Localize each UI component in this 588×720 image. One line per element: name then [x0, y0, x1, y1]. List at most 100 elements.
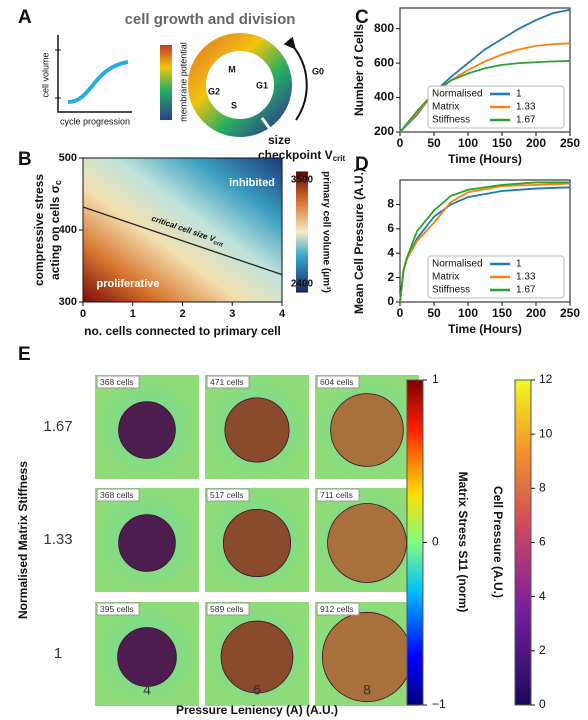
y-label: Number of Cells [352, 24, 366, 116]
cbar-label: Matrix Stress S11 (norm) [456, 472, 470, 613]
checkpoint-mark [260, 117, 272, 130]
t: acting on cells σ [48, 185, 62, 280]
x-tick-label: 0 [397, 306, 404, 320]
cell-count: 517 cells [210, 490, 244, 500]
pressure-colorbar [514, 379, 532, 706]
cell-count: 368 cells [100, 490, 134, 500]
cbar-tick-label: 0 [539, 697, 546, 711]
y-tick-label: 400 [59, 224, 77, 236]
y-tick-label: 500 [59, 152, 77, 164]
cbar-tick-label: 0 [432, 535, 439, 549]
potential-bar [160, 45, 172, 120]
legend-title: Stiffness [432, 285, 470, 296]
cbar-tick-label: 2400 [291, 279, 314, 290]
count-box [316, 375, 360, 389]
colony [330, 393, 404, 467]
plot-frame [399, 7, 571, 133]
panel-letter: E [18, 344, 31, 365]
panel-letter: B [18, 149, 32, 170]
cell-count: 395 cells [100, 604, 134, 614]
x-tick-label: 2 [179, 308, 185, 320]
cell-count: 471 cells [210, 377, 244, 387]
count-box [206, 602, 250, 616]
x-tick-label: 200 [526, 136, 546, 150]
col-label: 8 [363, 682, 371, 698]
x-tick-label: 250 [560, 136, 580, 150]
annotation: inhibited [229, 177, 275, 189]
label: cycle progression [60, 116, 130, 126]
checkpoint-sub: crit [333, 154, 346, 163]
cell-count: 604 cells [320, 377, 354, 387]
legend-title: Normalised [432, 89, 483, 100]
y-label: acting on cells σc [48, 180, 63, 280]
t: c [53, 180, 63, 185]
count-box [316, 602, 360, 616]
t: crit [213, 240, 225, 249]
y-label: Mean Cell Pressure (A.U.) [352, 168, 366, 314]
cbar-tick-label: 10 [539, 426, 553, 440]
cbar-tick-label: 3500 [291, 175, 314, 186]
count-box [206, 488, 250, 502]
y-tick-label: 8 [387, 197, 394, 211]
x-tick-label: 100 [458, 306, 478, 320]
row-label: 1 [54, 645, 62, 662]
cbar-tick-label: 8 [539, 481, 546, 495]
g0-arrow [283, 36, 308, 121]
annotation: proliferative [97, 278, 160, 290]
cbar-label: primary cell volume (μm³) [320, 171, 331, 293]
cbar-tick-label: 1 [432, 372, 439, 386]
cell-count: 589 cells [210, 604, 244, 614]
legend-label: 1.67 [516, 285, 536, 296]
x-tick-label: 150 [492, 306, 512, 320]
y-label: Normalised Matrix Stiffness [16, 461, 30, 619]
x-tick-label: 0 [397, 136, 404, 150]
panel-letter: A [18, 7, 32, 28]
cell-count: 711 cells [320, 490, 353, 500]
col-label: 6 [253, 682, 261, 698]
label: membrane potential [178, 42, 188, 122]
x-tick-label: 1 [130, 308, 136, 320]
growth-curve [67, 60, 129, 104]
y-tick-label: 0 [387, 294, 394, 308]
colony [224, 397, 290, 463]
legend-label: 1.33 [516, 272, 536, 283]
cbar-tick-label: 2 [539, 643, 546, 657]
axes [57, 35, 132, 113]
y-tick-label: 2 [387, 270, 394, 284]
x-tick-label: 150 [492, 136, 512, 150]
count-box [206, 375, 250, 389]
x-tick-label: 50 [427, 136, 441, 150]
colony [220, 620, 294, 694]
label: size [268, 133, 291, 147]
colorbar [296, 172, 308, 292]
row-label: 1.33 [43, 531, 72, 548]
y-label: compressive stress [32, 174, 46, 286]
x-tick-label: 50 [427, 306, 441, 320]
x-tick-label: 200 [526, 306, 546, 320]
title: cell growth and division [125, 11, 296, 28]
legend-title: Matrix [432, 102, 459, 113]
cbar-tick-label: 6 [539, 535, 546, 549]
legend-label: 1.67 [516, 115, 536, 126]
phase: M [228, 64, 236, 74]
y-tick-label: 800 [374, 21, 394, 35]
phase: G1 [256, 80, 268, 90]
x-tick-label: 250 [560, 306, 580, 320]
x-tick-label: 3 [229, 308, 235, 320]
y-tick-label: 400 [374, 90, 394, 104]
y-tick-label: 6 [387, 221, 394, 235]
count-box [96, 488, 140, 502]
legend-label: 1 [516, 89, 522, 100]
x-tick-label: 0 [80, 308, 86, 320]
x-tick-label: 100 [458, 136, 478, 150]
stress-colorbar [406, 379, 424, 706]
row-label: 1.67 [43, 418, 72, 435]
legend-label: 1.33 [516, 102, 536, 113]
legend-title: Normalised [432, 259, 483, 270]
cell-count: 368 cells [100, 377, 134, 387]
y-tick-label: 200 [374, 124, 394, 138]
y-tick-label: 300 [59, 296, 77, 308]
count-box [316, 488, 360, 502]
